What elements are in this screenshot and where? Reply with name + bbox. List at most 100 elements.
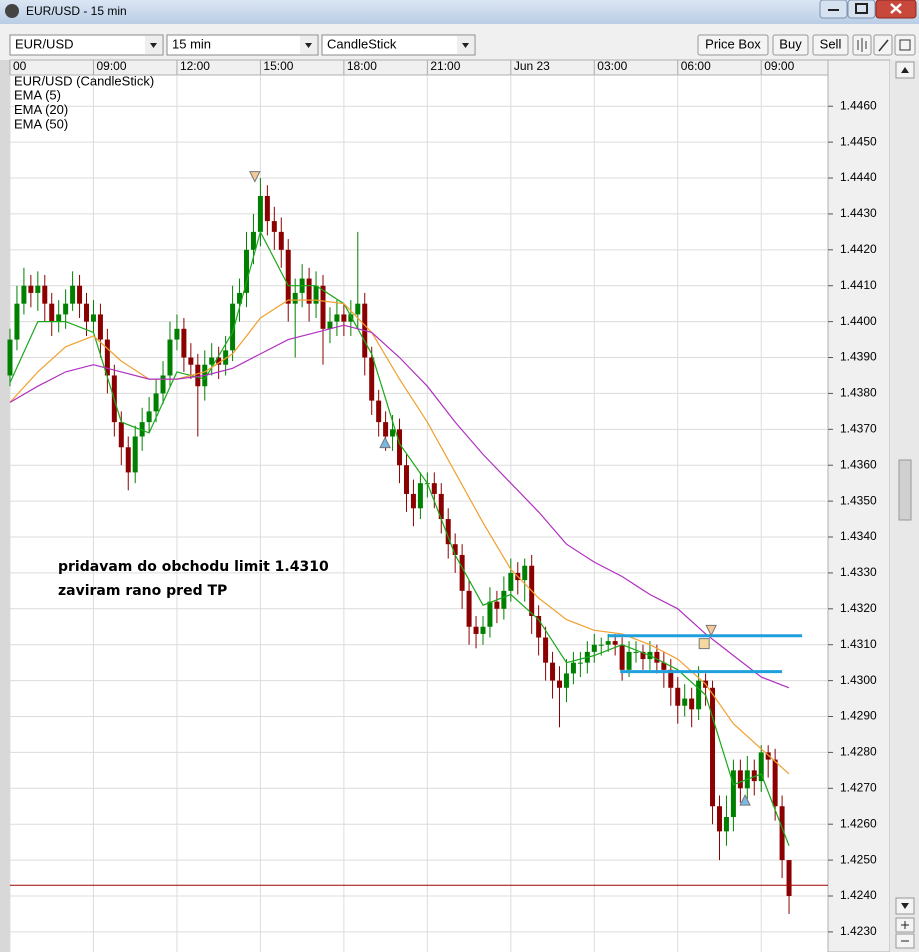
candle-body	[772, 759, 778, 807]
candle-body	[410, 493, 416, 509]
candle-body	[591, 644, 597, 652]
candle-body	[619, 644, 625, 670]
y-tick-label: 1.4240	[840, 888, 877, 902]
legend-entry: EMA (20)	[14, 102, 68, 117]
y-tick-label: 1.4390	[840, 350, 877, 364]
window-controls[interactable]	[819, 0, 917, 19]
x-tick-label: 12:00	[180, 59, 210, 73]
y-tick-label: 1.4400	[840, 314, 877, 328]
app-icon	[5, 4, 19, 18]
button-label: Buy	[779, 36, 802, 51]
legend-entry: EMA (50)	[14, 116, 68, 131]
y-tick-label: 1.4330	[840, 565, 877, 579]
style-select[interactable]	[321, 34, 476, 56]
y-tick-label: 1.4290	[840, 709, 877, 723]
ema-line	[9, 324, 790, 689]
candle-body	[786, 860, 792, 896]
candle-body	[285, 249, 291, 304]
x-tick-label: 18:00	[347, 59, 377, 73]
candle-body	[466, 590, 472, 627]
candle-body	[167, 339, 173, 376]
candle-body	[661, 662, 667, 670]
candle-body	[320, 285, 326, 329]
x-tick-label: 09:00	[764, 59, 794, 73]
button-label: Price Box	[705, 36, 761, 51]
candle-body	[292, 292, 298, 304]
candle-body	[56, 314, 62, 322]
candle-body	[751, 770, 757, 782]
candle-body	[216, 357, 222, 365]
candle-body	[355, 303, 361, 315]
candle-body	[710, 687, 716, 807]
candle-body	[327, 321, 333, 329]
candle-body	[543, 637, 549, 663]
title-bar	[0, 0, 919, 24]
candle-body	[675, 687, 681, 706]
candle-body	[125, 447, 131, 473]
x-tick-label: 06:00	[681, 59, 711, 73]
annotation: pridavam do obchodu limit 1.4310	[58, 559, 329, 575]
candle-body	[250, 231, 256, 250]
y-tick-label: 1.4370	[840, 421, 877, 435]
y-tick-label: 1.4300	[840, 673, 877, 687]
toolbar-button[interactable]	[697, 34, 769, 56]
toolbar-button[interactable]	[812, 34, 849, 56]
candle-body	[271, 221, 277, 232]
timeframe-select[interactable]	[166, 34, 319, 56]
candle-body	[243, 249, 249, 293]
candle-body	[341, 314, 347, 322]
legend-entry: EMA (5)	[14, 88, 61, 103]
candle-body	[369, 357, 375, 401]
candle-body	[633, 651, 639, 653]
trade-marker	[739, 794, 751, 806]
candle-body	[612, 641, 618, 645]
ema-line	[9, 299, 790, 775]
candle-body	[334, 314, 340, 322]
x-tick-label: 15:00	[263, 59, 293, 73]
candle-body	[689, 698, 695, 710]
timeframe-value: 15 min	[172, 36, 211, 51]
x-tick-label: Jun 23	[514, 59, 550, 73]
trade-marker	[249, 171, 261, 183]
candle-body	[577, 662, 583, 664]
scrollbar[interactable]	[890, 60, 919, 952]
candle-body	[598, 644, 604, 646]
candle-body	[132, 436, 138, 473]
symbol-select[interactable]	[9, 34, 164, 56]
candle-body	[264, 195, 270, 222]
candle-body	[522, 565, 528, 581]
candle-body	[237, 292, 243, 304]
candle-body	[153, 393, 159, 412]
candle-body	[445, 519, 451, 545]
y-tick-label: 1.4270	[840, 780, 877, 794]
toolbar-button[interactable]	[772, 34, 809, 56]
x-tick-label: 00	[13, 59, 27, 73]
candle-body	[42, 285, 48, 304]
candle-body	[14, 303, 20, 340]
y-tick-label: 1.4260	[840, 816, 877, 830]
candle-body	[654, 651, 660, 663]
candle-body	[7, 339, 13, 376]
candle-body	[104, 339, 110, 376]
tool-buttons[interactable]	[852, 34, 916, 56]
y-tick-label: 1.4440	[840, 170, 877, 184]
candle-body	[779, 806, 785, 861]
y-tick-label: 1.4420	[840, 242, 877, 256]
candle-body	[348, 314, 354, 322]
y-tick-label: 1.4280	[840, 745, 877, 759]
y-tick-label: 1.4410	[840, 278, 877, 292]
candle-body	[452, 544, 458, 555]
candle-body	[118, 422, 124, 448]
symbol-value: EUR/USD	[15, 36, 74, 51]
candle-body	[195, 364, 201, 387]
y-tick-label: 1.4230	[840, 924, 877, 938]
trade-marker	[379, 436, 391, 449]
candle-body	[640, 651, 646, 660]
candle-body	[668, 669, 674, 688]
candle-body	[257, 195, 263, 232]
annotation: zaviram rano pred TP	[58, 583, 227, 599]
candle-body	[563, 673, 569, 688]
ema-line	[9, 230, 790, 846]
candle-body	[77, 285, 83, 304]
candle-body	[501, 590, 507, 609]
